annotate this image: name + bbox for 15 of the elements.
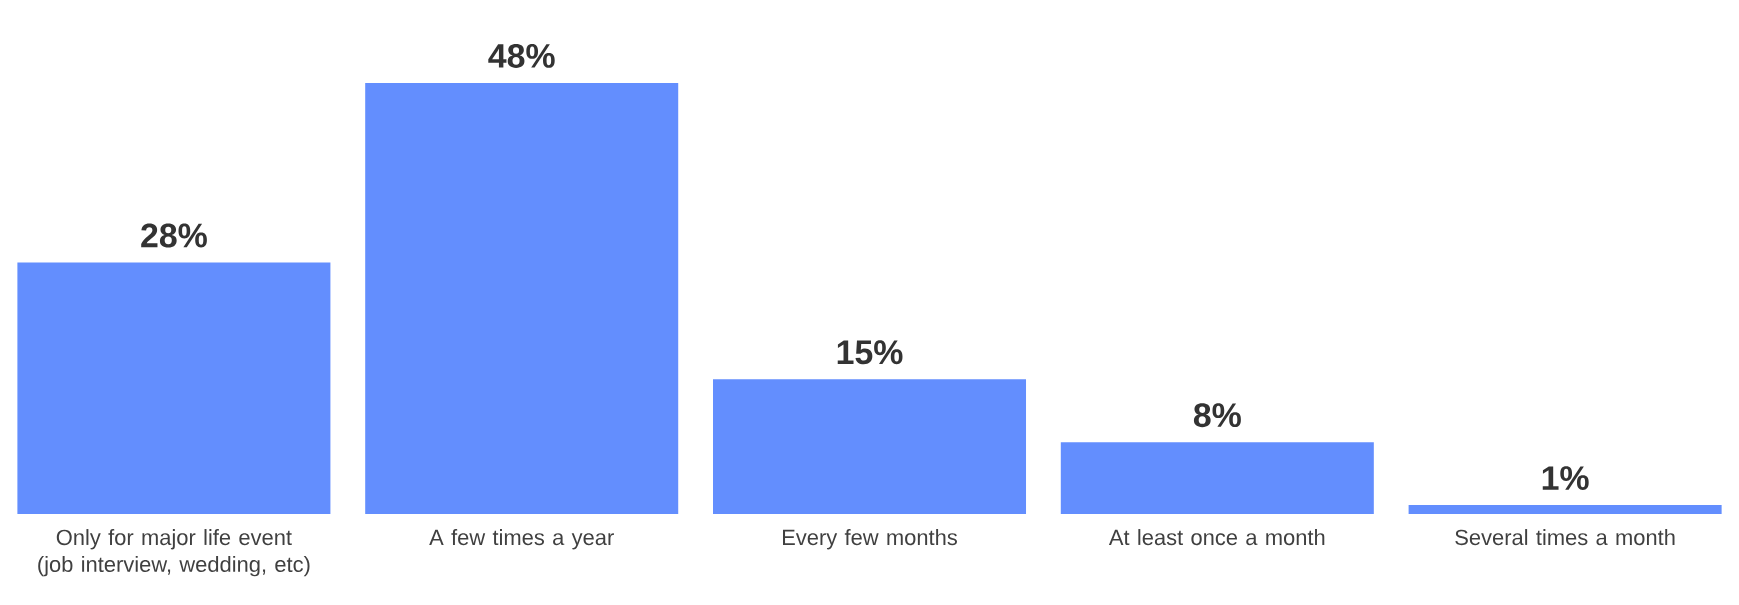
data-label: 15%: [837, 340, 903, 365]
bar: [1060, 442, 1374, 514]
bar: [365, 82, 679, 514]
x-tick-label: A few times a year: [429, 529, 614, 550]
data-label: 8%: [1193, 403, 1241, 428]
x-tick-label: At least once a month: [1108, 529, 1325, 546]
bar: [17, 262, 331, 514]
data-label: 48%: [488, 43, 555, 68]
x-tick-label: Several times a month: [1455, 529, 1675, 546]
bar: [1408, 505, 1722, 514]
x-tick-label: Only for major life event (job interview, wedding, etc): [38, 529, 310, 577]
x-tick-label: Every few months: [783, 529, 957, 550]
data-label: 28%: [141, 223, 207, 248]
data-label: 1%: [1542, 466, 1589, 490]
bar: [713, 379, 1027, 514]
